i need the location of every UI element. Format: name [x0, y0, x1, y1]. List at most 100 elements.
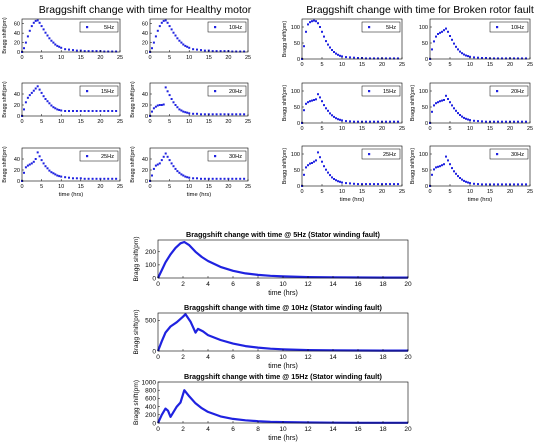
- data-point: [42, 95, 45, 98]
- data-point: [180, 173, 183, 176]
- data-point: [40, 159, 43, 162]
- legend-box: [361, 21, 401, 33]
- data-point: [345, 120, 347, 123]
- data-point: [72, 177, 74, 180]
- x-tick-label: 10: [467, 189, 473, 195]
- data-point: [345, 182, 347, 185]
- y-tick-label: 40: [14, 92, 20, 98]
- data-point: [457, 48, 459, 51]
- data-point: [170, 98, 173, 100]
- data-point: [168, 25, 171, 28]
- data-point: [385, 57, 387, 60]
- data-point: [469, 119, 471, 122]
- data-point: [373, 57, 375, 60]
- y-tick-label: 20: [142, 103, 148, 109]
- data-point: [311, 99, 313, 102]
- x-tick-label: 0: [20, 184, 23, 190]
- data-point: [457, 175, 459, 178]
- data-point: [203, 113, 206, 116]
- legend-marker: [214, 90, 217, 93]
- x-tick-label: 6: [231, 281, 235, 288]
- data-point: [461, 52, 463, 55]
- data-point: [211, 50, 214, 53]
- data-point: [196, 177, 198, 180]
- data-point: [307, 23, 309, 26]
- data-point: [158, 104, 161, 106]
- data-point: [331, 49, 333, 51]
- legend-label: 10Hz: [511, 25, 524, 31]
- legend-label: 30Hz: [511, 152, 524, 158]
- data-point: [369, 57, 371, 60]
- y-tick-label: 50: [422, 105, 428, 111]
- data-point: [176, 37, 179, 40]
- data-point: [176, 106, 179, 109]
- x-tick-label: 10: [467, 62, 473, 68]
- data-point: [231, 50, 234, 53]
- data-point: [453, 170, 455, 173]
- data-point: [525, 57, 527, 60]
- y-axis-label: Bragg shift(pm): [282, 85, 288, 121]
- data-point: [453, 107, 455, 110]
- x-tick-label: 5: [168, 119, 171, 125]
- x-tick-label: 5: [40, 55, 43, 61]
- chart-panel: 0 5 10 15 20 25 0 20 40 Bragg shift(pm) 15Hz: [2, 81, 123, 125]
- data-point: [431, 173, 433, 176]
- data-point: [196, 48, 198, 51]
- data-point: [28, 94, 31, 97]
- x-tick-label: 15: [487, 62, 493, 68]
- data-point: [447, 30, 449, 33]
- plot-frame: [21, 82, 121, 117]
- data-point: [60, 109, 63, 112]
- x-tick-label: 20: [97, 55, 103, 61]
- x-tick-label: 16: [354, 281, 362, 288]
- data-point: [505, 120, 507, 123]
- data-point: [203, 49, 206, 52]
- data-point: [465, 117, 467, 120]
- data-point: [107, 50, 110, 53]
- x-tick-label: 10: [279, 354, 287, 361]
- data-point: [439, 165, 441, 168]
- x-tick-label: 18: [379, 426, 387, 433]
- data-point: [369, 120, 371, 123]
- chart-panel: 0 5 10 15 20 25 0 50 100 time (hrs) Bragg shift(pm…: [282, 145, 405, 203]
- data-point: [441, 30, 443, 33]
- chart-title: Braggshift change with time @ 5Hz (Stato…: [186, 230, 380, 239]
- y-tick-label: 800: [145, 387, 156, 394]
- data-point: [115, 50, 118, 53]
- data-point: [435, 102, 437, 105]
- data-point: [36, 151, 39, 154]
- x-tick-label: 20: [404, 426, 412, 433]
- y-tick-label: 60: [142, 22, 148, 28]
- x-tick-label: 15: [78, 184, 84, 190]
- plot-frame: [301, 82, 403, 124]
- data-point: [433, 40, 435, 43]
- data-point: [58, 45, 61, 48]
- data-point: [397, 120, 399, 123]
- x-tick-label: 10: [58, 119, 64, 125]
- x-tick-label: 10: [186, 55, 192, 61]
- data-point: [34, 87, 37, 90]
- x-tick-label: 15: [359, 126, 365, 132]
- x-tick-label: 5: [320, 126, 323, 132]
- data-point: [449, 101, 451, 104]
- y-tick-label: 200: [145, 249, 156, 256]
- data-point: [449, 163, 451, 166]
- data-point: [313, 160, 315, 163]
- plot-frame: [157, 239, 409, 279]
- data-point: [227, 177, 230, 180]
- data-point: [341, 181, 343, 184]
- data-point: [223, 50, 226, 53]
- x-tick-label: 5: [168, 184, 171, 190]
- data-point: [303, 45, 305, 48]
- y-tick-label: 0: [425, 184, 428, 190]
- data-point: [64, 48, 67, 51]
- data-point: [497, 120, 499, 123]
- legend-box: [489, 21, 529, 33]
- data-point: [369, 183, 371, 186]
- x-tick-label: 8: [256, 281, 260, 288]
- data-point: [525, 120, 527, 123]
- data-point: [239, 50, 242, 53]
- y-tick-label: 50: [422, 168, 428, 174]
- data-point: [42, 162, 45, 165]
